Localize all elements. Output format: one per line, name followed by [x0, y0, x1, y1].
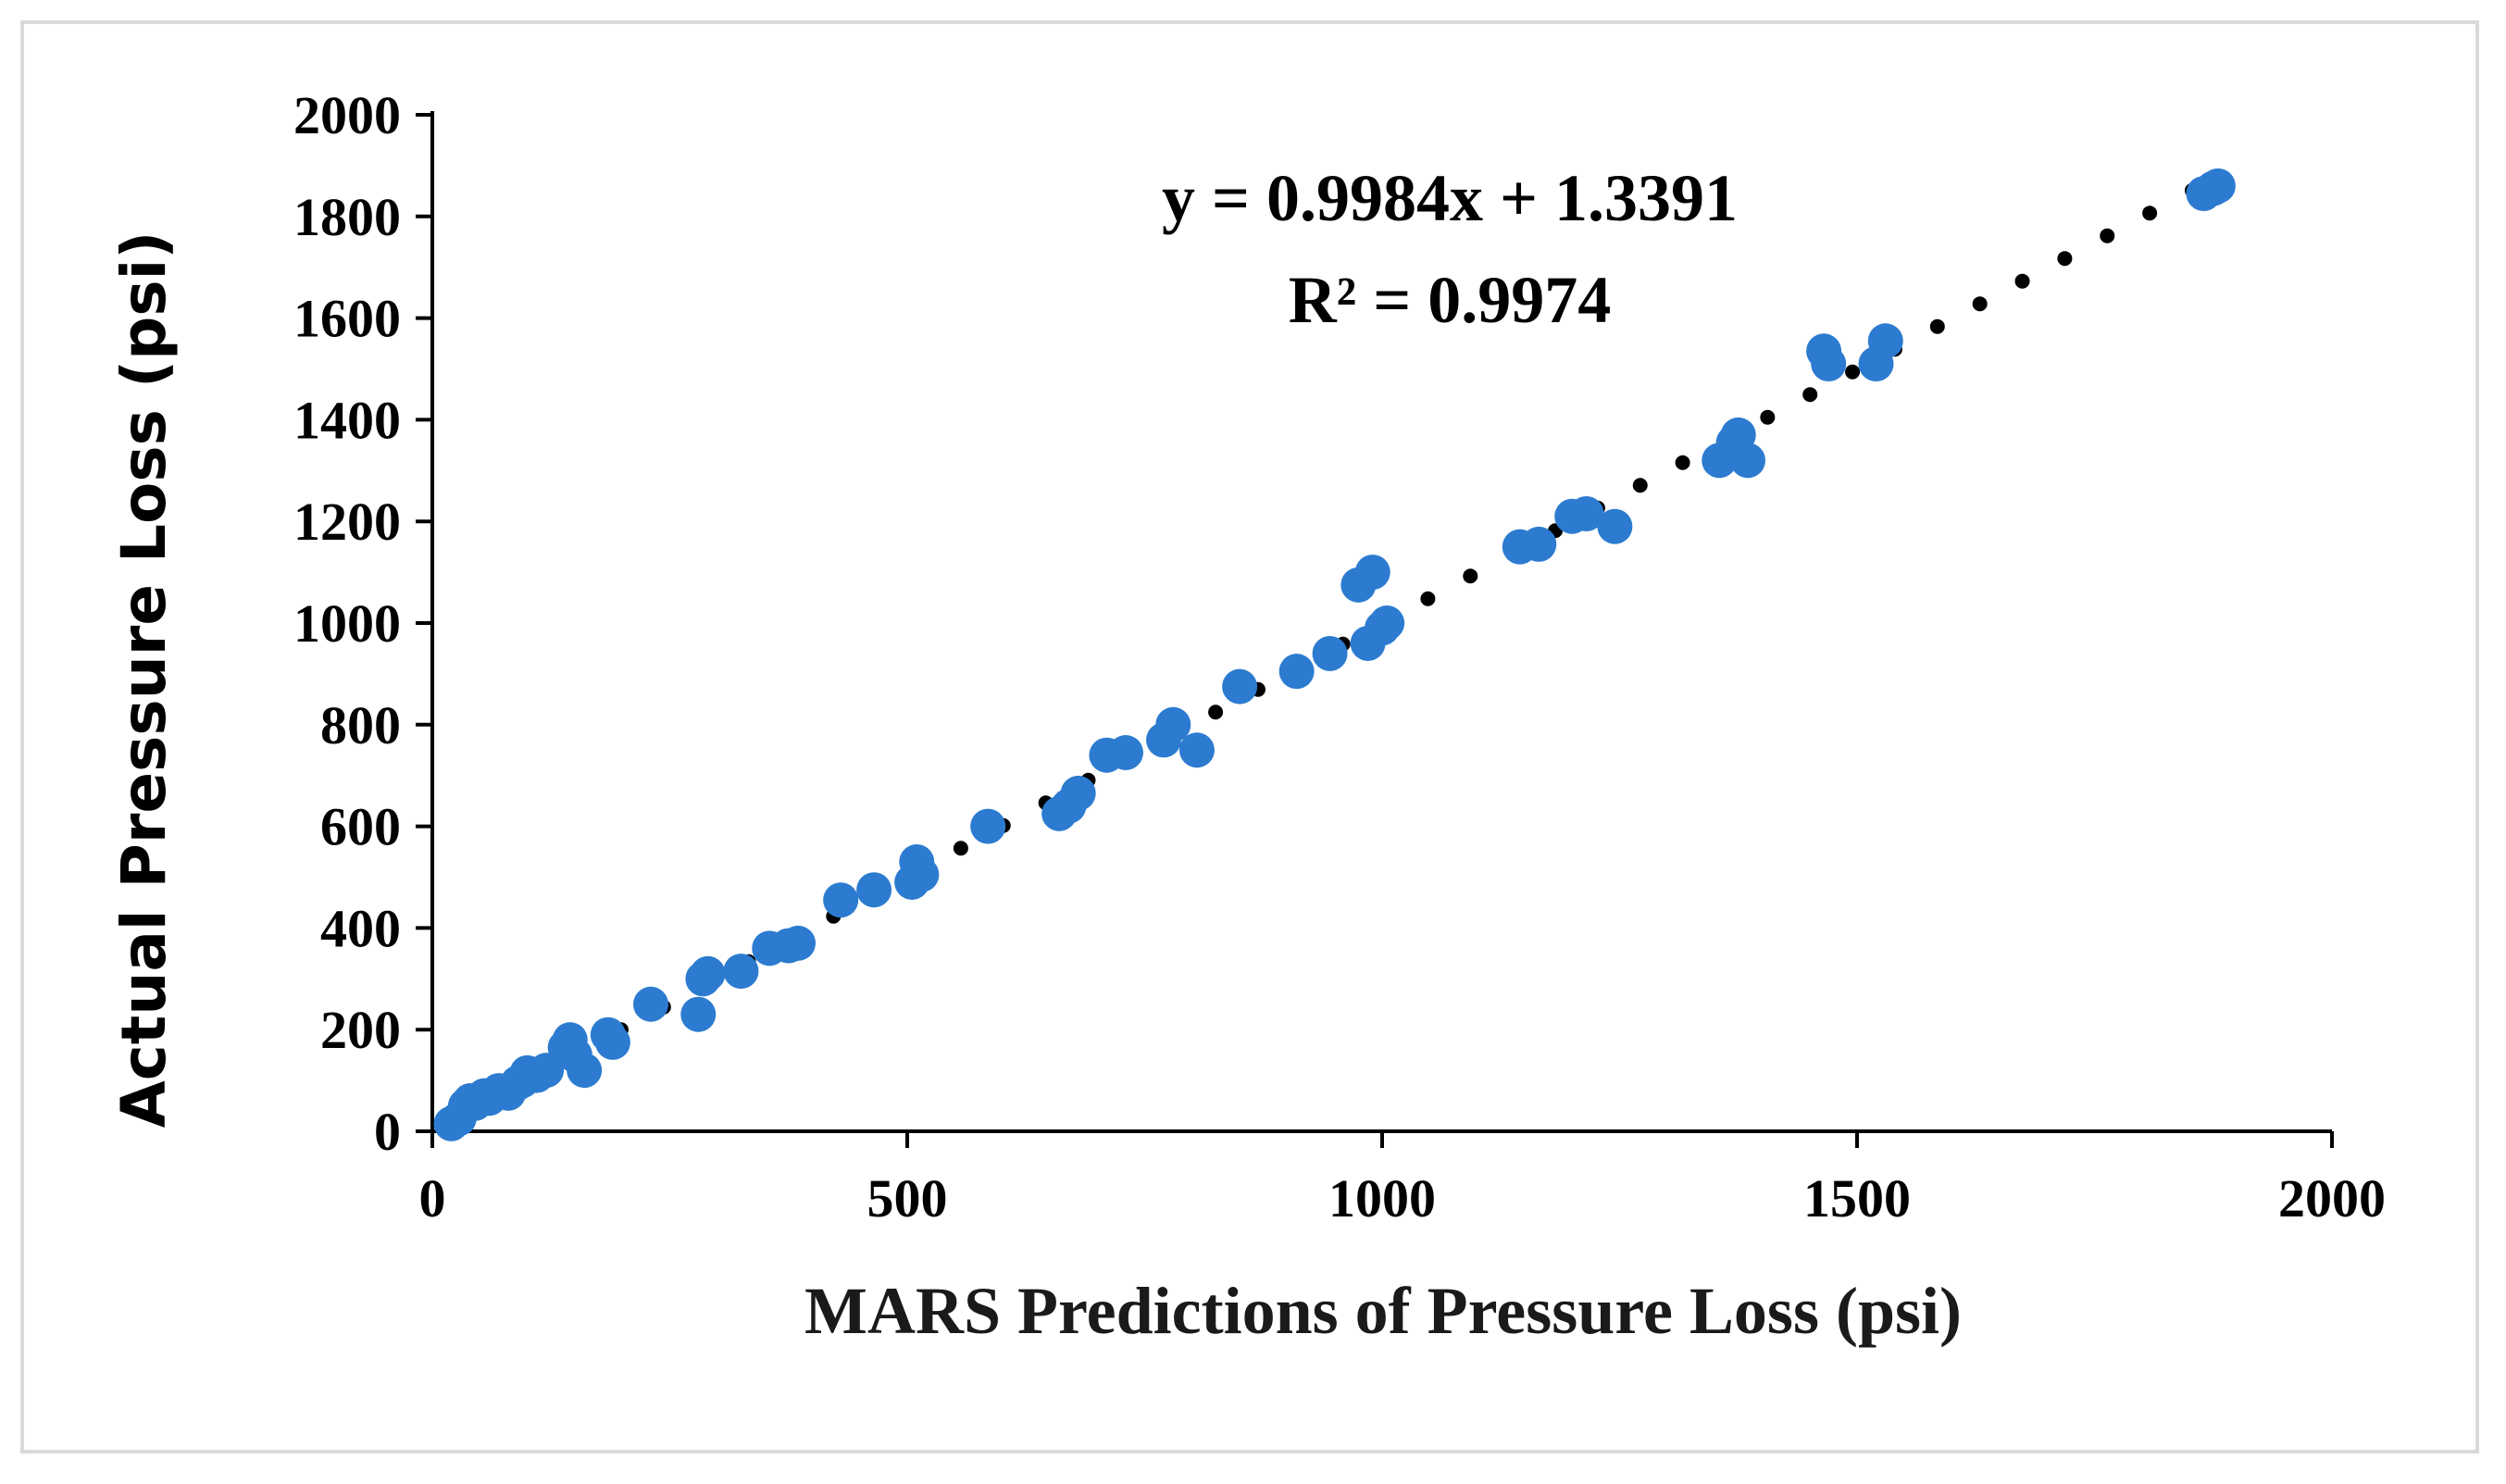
data-point — [1811, 346, 1847, 382]
x-tick-label: 0 — [419, 1168, 446, 1228]
x-tick-label: 500 — [867, 1168, 948, 1228]
data-point — [856, 872, 892, 908]
trendline-equation: y = 0.9984x + 1.3391 — [1162, 161, 1738, 235]
y-axis-label: Actual Pressure Loss (psi) — [108, 231, 180, 1129]
y-tick-label: 200 — [320, 1000, 401, 1060]
data-point — [1178, 732, 1215, 768]
data-point — [970, 808, 1006, 844]
data-point — [690, 955, 726, 991]
data-point — [594, 1024, 630, 1060]
data-point — [1568, 495, 1604, 531]
y-tick-label: 1200 — [293, 492, 401, 552]
data-point — [632, 986, 668, 1022]
data-point — [1222, 668, 1258, 705]
data-point — [2200, 168, 2236, 204]
data-point — [1354, 555, 1390, 591]
chart-frame: 0 200 400 600 800 1000 1200 1400 1600 1800 2000 0 50… — [20, 20, 2479, 1453]
scatter-chart: 0 200 400 600 800 1000 1200 1400 1600 1800 2000 0 50… — [108, 85, 2386, 1348]
data-point — [1060, 775, 1096, 811]
y-tick-label: 1400 — [293, 390, 401, 450]
data-point — [904, 856, 940, 892]
y-tick-label: 0 — [374, 1102, 401, 1162]
y-tick-label: 400 — [320, 898, 401, 958]
axes: 0 200 400 600 800 1000 1200 1400 1600 1800 2000 0 50… — [293, 85, 2386, 1228]
data-point — [1107, 734, 1143, 770]
data-point — [780, 925, 817, 961]
x-axis-label: MARS Predictions of Pressure Loss (psi) — [804, 1274, 1962, 1348]
data-point — [823, 882, 859, 918]
data-point — [1278, 654, 1315, 690]
y-tick-label: 2000 — [293, 85, 401, 145]
x-tick-label: 1000 — [1328, 1168, 1436, 1228]
chart-labels: y = 0.9984x + 1.3391 R² = 0.9974 MARS Pr… — [108, 161, 1962, 1348]
trendline-r-squared: R² = 0.9974 — [1289, 263, 1612, 337]
data-point — [1597, 508, 1633, 544]
data-point — [1312, 635, 1348, 671]
y-tick-label: 600 — [320, 797, 401, 857]
data-point — [680, 996, 717, 1032]
x-tick-label: 2000 — [2278, 1168, 2386, 1228]
y-tick-label: 1800 — [293, 187, 401, 247]
data-point — [1369, 605, 1405, 641]
data-point — [1730, 443, 1766, 479]
data-point — [567, 1053, 603, 1089]
data-point — [723, 954, 759, 990]
data-points — [433, 168, 2236, 1141]
data-point — [1155, 706, 1191, 742]
y-tick-label: 1600 — [293, 289, 401, 349]
data-point — [1867, 323, 1903, 359]
y-tick-label: 800 — [320, 695, 401, 755]
data-point — [1521, 526, 1557, 562]
y-tick-label: 1000 — [293, 593, 401, 654]
x-tick-label: 1500 — [1803, 1168, 1911, 1228]
